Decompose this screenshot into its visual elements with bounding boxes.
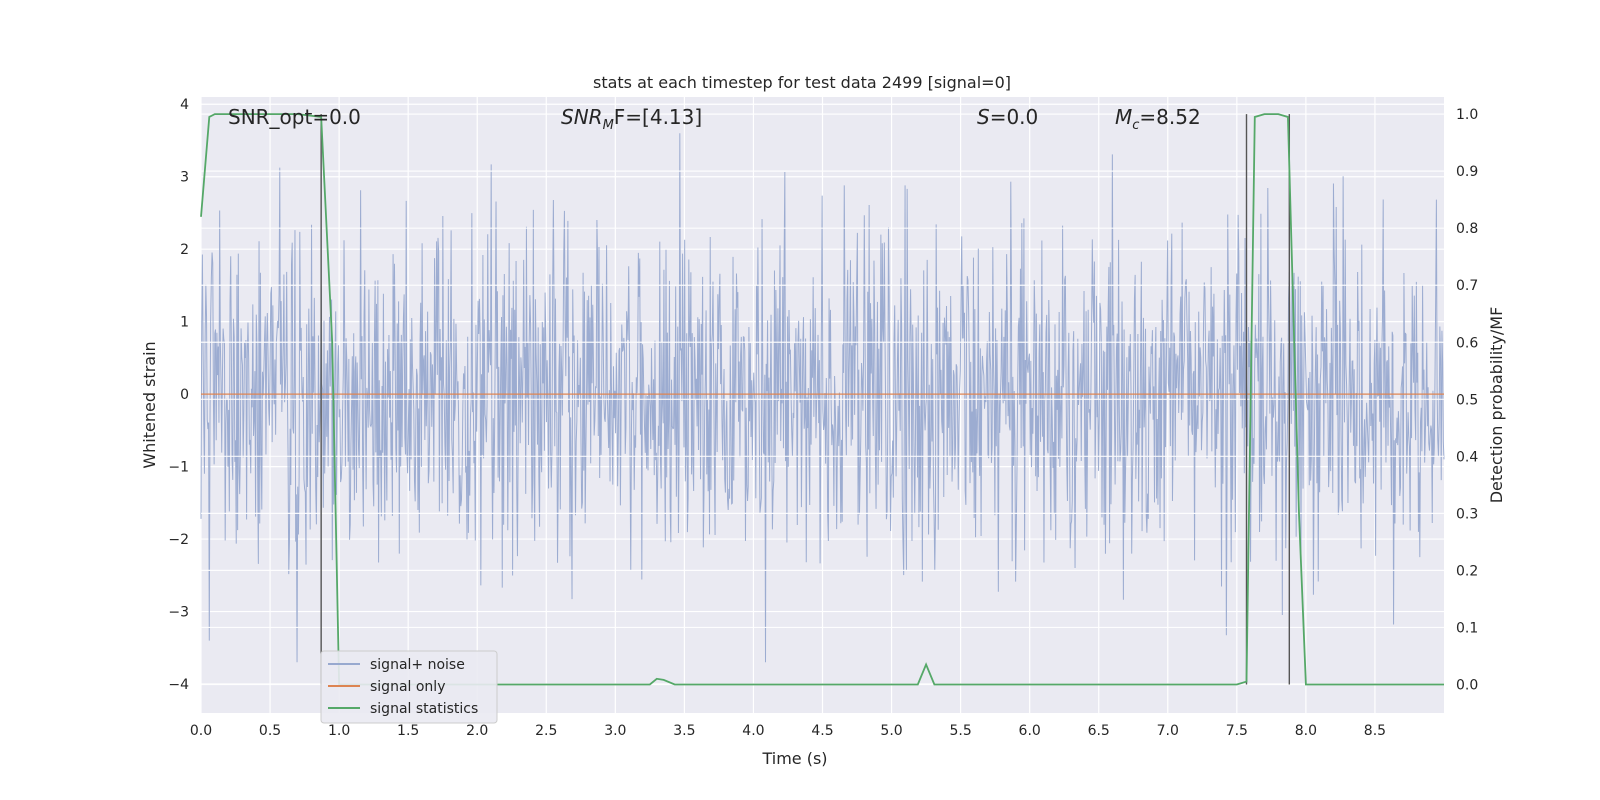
- x-tick-label: 4.5: [811, 723, 833, 739]
- annotation-snr-mf: SNRMF=[4.13]: [561, 105, 702, 133]
- y-left-tick-label: −3: [168, 605, 189, 621]
- annotation-s-symbol: S: [977, 105, 990, 129]
- x-tick-label: 4.0: [742, 723, 764, 739]
- x-axis-label: Time (s): [761, 749, 827, 768]
- annotation-mc-base: M: [1115, 105, 1132, 129]
- legend-label-stats: signal statistics: [370, 701, 478, 717]
- x-tick-label: 5.5: [949, 723, 971, 739]
- x-tick-label: 1.0: [328, 723, 350, 739]
- x-tick-label: 7.0: [1157, 723, 1179, 739]
- statistics-layer: [200, 113, 1444, 686]
- y-right-tick-label: 0.0: [1456, 677, 1478, 693]
- y-right-tick-label: 0.6: [1456, 335, 1478, 351]
- x-tick-label: 7.5: [1226, 723, 1248, 739]
- vertical-markers-layer: [320, 114, 1291, 685]
- y-right-tick-label: 0.4: [1456, 449, 1478, 465]
- annotation-mc-sub: c: [1132, 118, 1139, 133]
- annotation-snr-mf-rest: F=[4.13]: [614, 105, 702, 129]
- x-tick-label: 3.5: [673, 723, 695, 739]
- x-tick-label: 8.0: [1295, 723, 1317, 739]
- annotation-snr-mf-base: SNR: [561, 105, 603, 129]
- x-tick-label: 0.0: [190, 723, 212, 739]
- series-signal-noise-line: [200, 133, 1445, 663]
- annotation-snr-opt: SNR_opt=0.0: [228, 105, 361, 129]
- y-left-tick-label: 2: [180, 242, 189, 258]
- y-left-tick-labels: 4 3 2 1 0 −1 −2 −3 −4: [168, 97, 189, 693]
- x-tick-label: 2.5: [535, 723, 557, 739]
- x-tick-label: 3.0: [604, 723, 626, 739]
- x-tick-label: 8.5: [1364, 723, 1386, 739]
- noise-series-layer: [200, 133, 1445, 663]
- legend-box: [320, 650, 498, 724]
- x-tick-label: 1.5: [397, 723, 419, 739]
- y-right-tick-label: 0.5: [1456, 392, 1478, 408]
- annotation-s: S=0.0: [977, 105, 1038, 129]
- y-axis-label-left: Whitened strain: [140, 341, 159, 468]
- chart-title: stats at each timestep for test data 249…: [593, 73, 1011, 92]
- series-signal-statistics-line: [200, 113, 1444, 686]
- y-axis-label-right: Detection probability/MF: [1487, 307, 1506, 504]
- annotation-mc: Mc=8.52: [1115, 105, 1201, 133]
- y-left-tick-label: 1: [180, 315, 189, 331]
- x-tick-label: 0.5: [259, 723, 281, 739]
- y-right-tick-label: 0.1: [1456, 620, 1478, 636]
- y-right-tick-label: 0.9: [1456, 164, 1478, 180]
- x-tick-label: 5.0: [880, 723, 902, 739]
- x-tick-labels: 0.0 0.5 1.0 1.5 2.0 2.5 3.0 3.5 4.0 4.5 5.0 5.5 6.0 6…: [190, 723, 1386, 739]
- y-left-tick-label: −1: [168, 460, 189, 476]
- y-right-tick-label: 0.7: [1456, 278, 1478, 294]
- x-tick-label: 6.5: [1088, 723, 1110, 739]
- y-right-tick-label: 0.2: [1456, 563, 1478, 579]
- y-right-tick-labels: 1.0 0.9 0.8 0.7 0.6 0.5 0.4 0.3 0.2 0.1 0.0: [1456, 107, 1478, 693]
- y-left-tick-label: −4: [168, 677, 189, 693]
- y-right-tick-label: 0.3: [1456, 506, 1478, 522]
- legend-label-signal: signal only: [370, 679, 445, 695]
- y-left-tick-label: −2: [168, 532, 189, 548]
- x-tick-label: 6.0: [1019, 723, 1041, 739]
- y-left-tick-label: 0: [180, 387, 189, 403]
- x-tick-label: 2.0: [466, 723, 488, 739]
- y-right-tick-label: 1.0: [1456, 107, 1478, 123]
- annotation-snr-mf-sub: M: [603, 118, 614, 133]
- annotation-mc-value: =8.52: [1139, 105, 1200, 129]
- legend: signal+ noise signal only signal statist…: [320, 650, 498, 724]
- y-left-tick-label: 4: [180, 97, 189, 113]
- y-left-tick-label: 3: [180, 170, 189, 186]
- legend-label-noise: signal+ noise: [370, 657, 465, 673]
- y-right-tick-label: 0.8: [1456, 221, 1478, 237]
- annotation-s-value: =0.0: [990, 105, 1039, 129]
